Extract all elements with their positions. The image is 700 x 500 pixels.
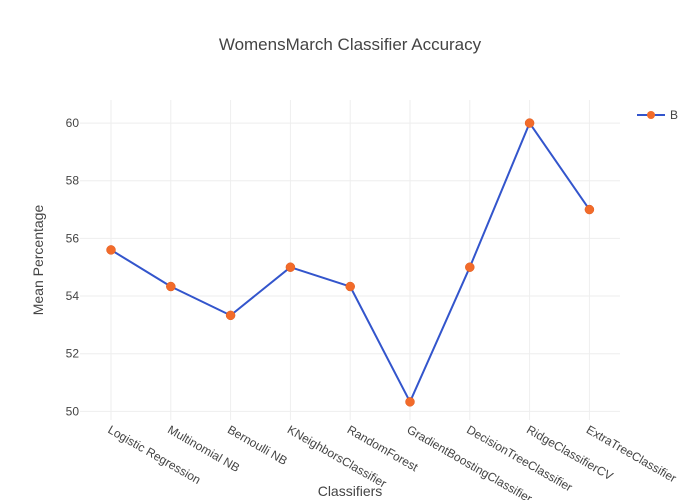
data-point bbox=[345, 281, 355, 292]
legend-label: B bbox=[670, 108, 678, 122]
legend-marker-swatch bbox=[647, 111, 655, 119]
y-tick-label: 58 bbox=[66, 174, 80, 188]
data-point bbox=[584, 204, 595, 215]
data-point bbox=[225, 310, 236, 321]
y-tick-label: 54 bbox=[66, 289, 80, 303]
y-tick-label: 56 bbox=[66, 231, 80, 245]
legend[interactable]: B bbox=[637, 108, 678, 122]
chart-title: WomensMarch Classifier Accuracy bbox=[219, 35, 482, 54]
grid-lines bbox=[80, 100, 620, 420]
data-point bbox=[524, 118, 535, 128]
data-point bbox=[166, 281, 176, 292]
y-tick-label: 50 bbox=[66, 404, 80, 418]
data-point bbox=[465, 262, 475, 272]
y-axis-ticks: 50 52 54 56 58 60 bbox=[66, 116, 80, 418]
x-axis-title: Classifiers bbox=[318, 483, 383, 499]
y-tick-label: 52 bbox=[66, 347, 80, 361]
series-layer bbox=[106, 118, 595, 407]
data-point bbox=[405, 397, 415, 407]
data-point bbox=[106, 245, 116, 255]
y-tick-label: 60 bbox=[66, 116, 80, 130]
data-point bbox=[285, 262, 296, 272]
y-axis-title: Mean Percentage bbox=[30, 205, 46, 316]
